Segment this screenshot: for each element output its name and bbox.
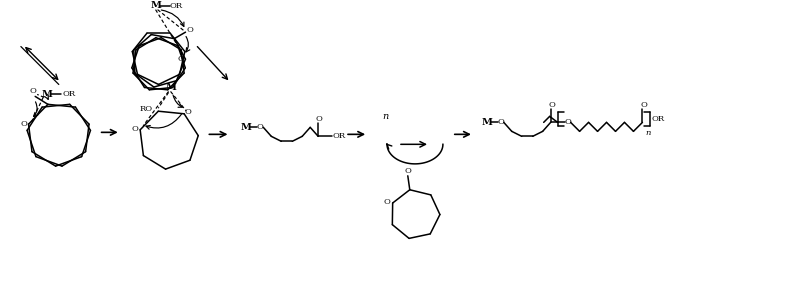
Text: O: O (548, 102, 554, 109)
Text: M: M (165, 83, 176, 92)
Text: O: O (639, 102, 646, 109)
Text: O: O (132, 125, 139, 133)
Text: RO: RO (140, 105, 153, 113)
Text: n: n (645, 129, 650, 137)
Text: O: O (564, 118, 570, 126)
Text: O: O (404, 167, 411, 175)
Text: n: n (382, 112, 387, 121)
Text: O: O (496, 118, 504, 126)
Text: O: O (257, 123, 263, 131)
Text: M: M (241, 123, 252, 132)
Text: O: O (20, 120, 27, 128)
Text: M: M (150, 1, 161, 10)
Text: OR: OR (63, 91, 75, 98)
Text: O: O (383, 198, 390, 206)
Text: O: O (184, 108, 192, 116)
Text: O: O (315, 115, 322, 124)
Text: M: M (480, 118, 492, 127)
Text: OR: OR (170, 2, 183, 10)
Text: OR: OR (651, 115, 664, 124)
Text: OR: OR (332, 132, 346, 140)
Text: O: O (30, 87, 37, 95)
Text: O: O (176, 55, 184, 63)
Text: M: M (42, 90, 52, 99)
Text: O: O (186, 26, 192, 34)
